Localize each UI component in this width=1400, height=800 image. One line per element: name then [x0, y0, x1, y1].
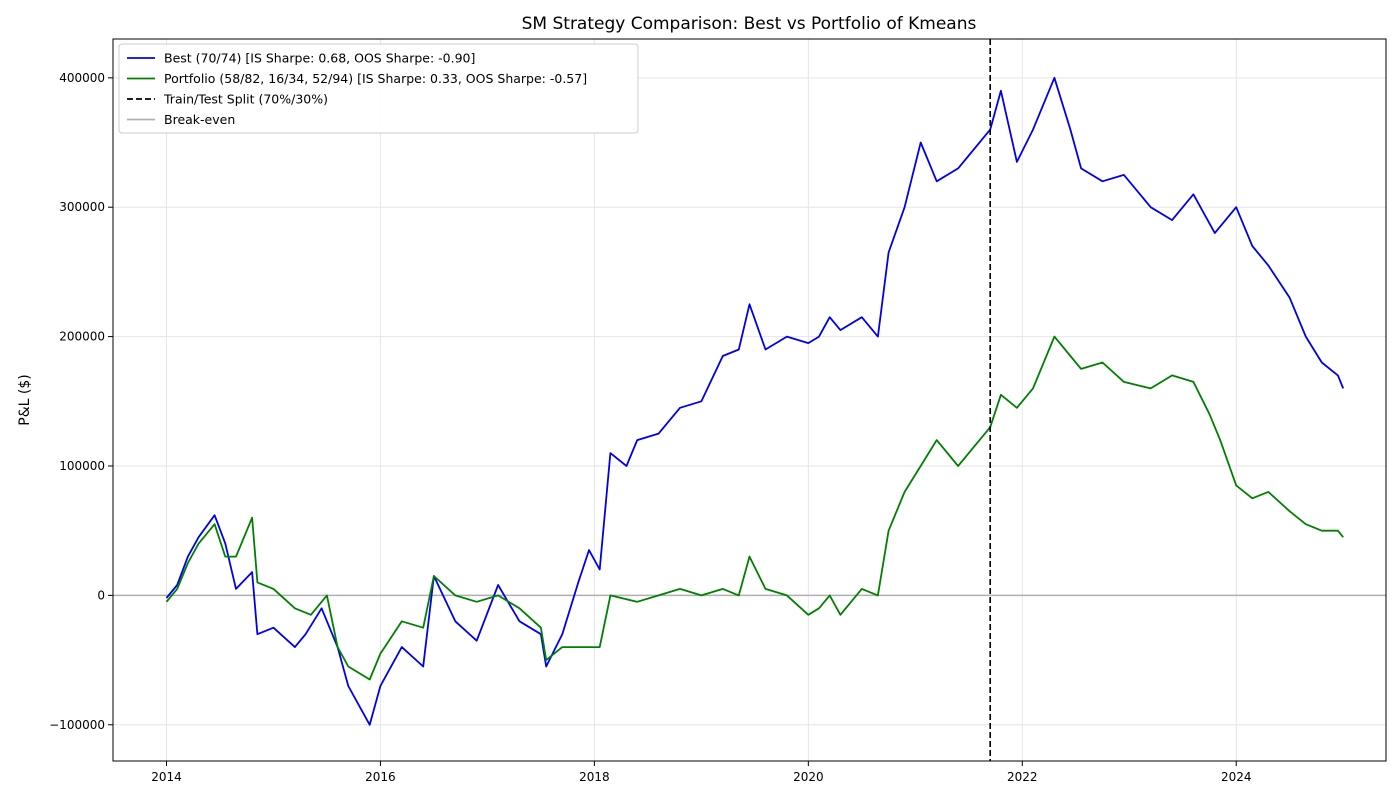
x-tick-label: 2024: [1221, 770, 1252, 784]
x-tick-label: 2014: [151, 770, 182, 784]
y-tick-label: 400000: [59, 71, 105, 85]
x-tick-label: 2016: [365, 770, 396, 784]
x-tick-label: 2018: [579, 770, 610, 784]
series-line-portfolio: [165, 335, 1344, 681]
plot-area: 2014 2016 2018 2020 2022 2024 −100000 0 100000 20…: [49, 38, 1387, 784]
y-tick-label: −100000: [49, 718, 105, 732]
legend-label: Train/Test Split (70%/30%): [163, 92, 328, 107]
x-tick-label: 2020: [793, 770, 824, 784]
legend-label: Best (70/74) [IS Sharpe: 0.68, OOS Sharp…: [164, 51, 475, 66]
y-tick-label: 0: [97, 588, 105, 602]
series-line-best: [165, 76, 1345, 726]
legend: Best (70/74) [IS Sharpe: 0.68, OOS Sharp…: [118, 43, 639, 134]
legend-box: [118, 43, 639, 134]
legend-label: Portfolio (58/82, 16/34, 52/94) [IS Shar…: [164, 71, 587, 86]
y-tick-label: 200000: [59, 330, 105, 344]
x-tick-label: 2022: [1007, 770, 1038, 784]
y-tick-label: 300000: [59, 200, 105, 214]
plot-frame: [112, 38, 1387, 762]
chart-title: SM Strategy Comparison: Best vs Portfoli…: [522, 14, 977, 34]
y-axis-label: P&L ($): [17, 374, 33, 425]
legend-label: Break-even: [164, 112, 235, 127]
y-tick-label: 100000: [59, 459, 105, 473]
